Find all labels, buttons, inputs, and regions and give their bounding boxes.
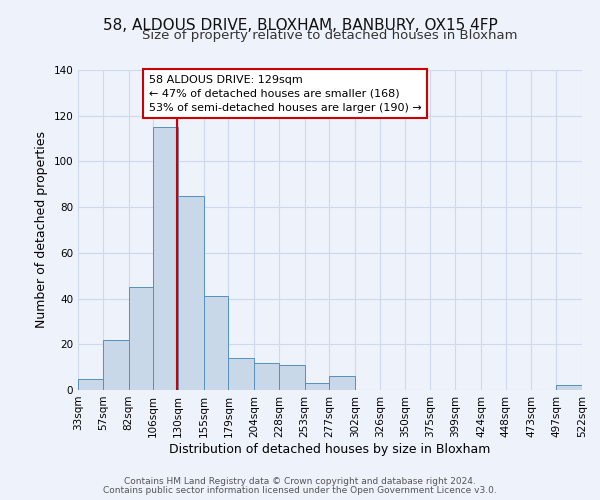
Bar bbox=[204, 296, 229, 390]
Bar bbox=[78, 378, 103, 390]
Title: Size of property relative to detached houses in Bloxham: Size of property relative to detached ho… bbox=[142, 30, 518, 43]
Y-axis label: Number of detached properties: Number of detached properties bbox=[35, 132, 48, 328]
Bar bbox=[128, 287, 153, 390]
Bar bbox=[329, 376, 355, 390]
Bar bbox=[153, 127, 178, 390]
Text: 58 ALDOUS DRIVE: 129sqm
← 47% of detached houses are smaller (168)
53% of semi-d: 58 ALDOUS DRIVE: 129sqm ← 47% of detache… bbox=[149, 75, 421, 113]
Text: Contains HM Land Registry data © Crown copyright and database right 2024.: Contains HM Land Registry data © Crown c… bbox=[124, 477, 476, 486]
Bar bbox=[178, 196, 204, 390]
Bar bbox=[279, 365, 305, 390]
Bar bbox=[556, 386, 582, 390]
Text: 58, ALDOUS DRIVE, BLOXHAM, BANBURY, OX15 4FP: 58, ALDOUS DRIVE, BLOXHAM, BANBURY, OX15… bbox=[103, 18, 497, 32]
Bar bbox=[305, 383, 329, 390]
Bar bbox=[254, 362, 279, 390]
Bar bbox=[229, 358, 254, 390]
Text: Contains public sector information licensed under the Open Government Licence v3: Contains public sector information licen… bbox=[103, 486, 497, 495]
X-axis label: Distribution of detached houses by size in Bloxham: Distribution of detached houses by size … bbox=[169, 442, 491, 456]
Bar bbox=[103, 340, 128, 390]
